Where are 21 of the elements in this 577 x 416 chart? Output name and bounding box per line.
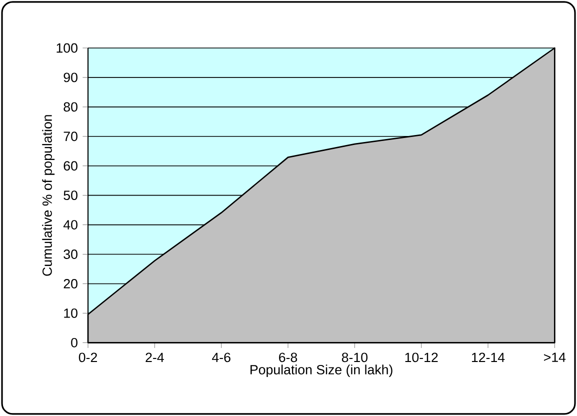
x-tick-label: 8-10 [342, 352, 368, 362]
y-tick-label: 50 [64, 190, 78, 200]
y-tick-label: 100 [56, 43, 78, 53]
y-tick-label: 20 [64, 279, 78, 288]
x-tick-label: 12-14 [472, 352, 505, 362]
x-tick-label: 0-2 [78, 352, 97, 362]
x-tick-label: 4-6 [212, 352, 230, 362]
x-tick-label: 2-4 [146, 352, 164, 362]
y-axis-title: Cumulative % of population [42, 115, 55, 276]
y-tick-label: 30 [64, 250, 78, 259]
x-axis-title: Population Size (in lakh) [250, 364, 392, 378]
y-tick-label: 10 [64, 308, 78, 318]
y-tick-label: 40 [63, 220, 78, 230]
y-tick-label: 0 [71, 338, 78, 348]
y-tick-label: 80 [64, 102, 78, 112]
y-tick-label: 70 [64, 132, 78, 142]
y-tick-label: 60 [64, 161, 78, 171]
y-tick-label: 90 [64, 72, 78, 82]
x-tick-label: 10-12 [405, 352, 438, 362]
x-tick-label: >14 [544, 352, 566, 362]
x-tick-label: 6-8 [279, 352, 298, 362]
